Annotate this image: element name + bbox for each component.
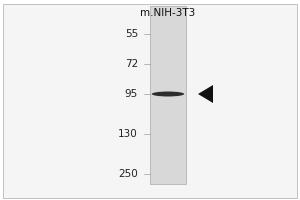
Polygon shape [198, 85, 213, 103]
Text: 72: 72 [125, 59, 138, 69]
Ellipse shape [152, 92, 184, 97]
Bar [150, 6, 186, 184]
Text: 250: 250 [118, 169, 138, 179]
Text: 55: 55 [125, 29, 138, 39]
Text: 130: 130 [118, 129, 138, 139]
Text: m.NIH-3T3: m.NIH-3T3 [140, 8, 196, 18]
Text: 95: 95 [125, 89, 138, 99]
